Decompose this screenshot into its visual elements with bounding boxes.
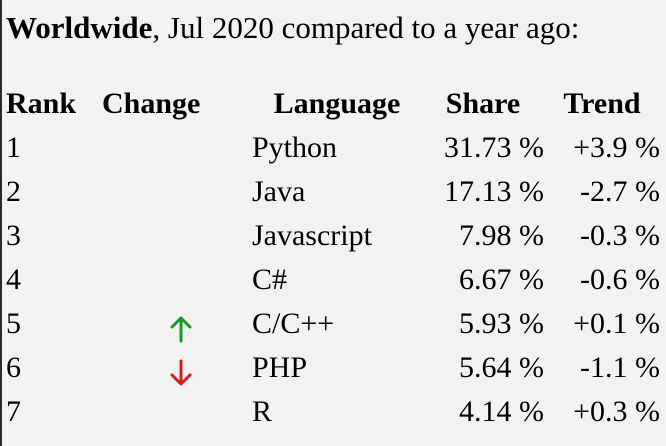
share-cell: 7.98 % — [459, 219, 544, 252]
trend-cell: -2.7 % — [580, 175, 660, 208]
share-cell: 5.93 % — [459, 307, 544, 340]
table-header-row: Rank Change Language Share Trend — [6, 82, 660, 126]
change-cell — [102, 346, 252, 390]
rank-cell: 5 — [6, 307, 21, 340]
page-heading: Worldwide, Jul 2020 compared to a year a… — [6, 10, 579, 46]
language-cell: Python — [252, 131, 338, 164]
trend-cell: +0.1 % — [573, 307, 660, 340]
change-cell — [102, 214, 252, 258]
trend-cell: +0.3 % — [573, 395, 660, 428]
trend-cell: -0.6 % — [580, 263, 660, 296]
share-cell: 5.64 % — [459, 351, 544, 384]
share-cell: 4.14 % — [459, 395, 544, 428]
heading-region: Worldwide — [6, 10, 153, 45]
change-cell — [102, 390, 252, 434]
language-cell: C# — [252, 263, 288, 296]
table-row: 5 C/C++ 5.93 % +0.1 % — [6, 302, 660, 346]
change-cell — [102, 126, 252, 170]
trend-cell: +3.9 % — [573, 131, 660, 164]
rank-cell: 4 — [6, 263, 21, 296]
trend-cell: -0.3 % — [580, 219, 660, 252]
trend-cell: -1.1 % — [580, 351, 660, 384]
language-cell: Java — [252, 175, 306, 208]
language-cell: C/C++ — [252, 307, 335, 340]
language-rank-table: Rank Change Language Share Trend 1 Python… — [6, 82, 660, 434]
rank-cell: 1 — [6, 131, 21, 164]
table-row: 7 R 4.14 % +0.3 % — [6, 390, 660, 434]
down-arrow-icon — [168, 356, 194, 386]
rank-cell: 2 — [6, 175, 21, 208]
table-row: 4 C# 6.67 % -0.6 % — [6, 258, 660, 302]
share-cell: 6.67 % — [459, 263, 544, 296]
up-arrow-icon — [168, 312, 194, 343]
change-cell — [102, 258, 252, 302]
table-row: 1 Python 31.73 % +3.9 % — [6, 126, 660, 170]
header-rank: Rank — [6, 87, 77, 120]
change-cell — [102, 302, 252, 346]
language-cell: Javascript — [252, 219, 372, 252]
header-change: Change — [102, 87, 201, 120]
rank-cell: 7 — [6, 395, 21, 428]
language-cell: PHP — [252, 351, 308, 384]
table-row: 6 PHP 5.64 % -1.1 % — [6, 346, 660, 390]
language-cell: R — [252, 395, 273, 428]
share-cell: 31.73 % — [444, 131, 544, 164]
rank-cell: 3 — [6, 219, 21, 252]
header-share: Share — [445, 87, 521, 120]
left-border — [0, 0, 2, 446]
share-cell: 17.13 % — [444, 175, 544, 208]
heading-period: , Jul 2020 compared to a year ago: — [152, 10, 580, 45]
rank-cell: 6 — [6, 351, 21, 384]
change-cell — [102, 170, 252, 214]
table-row: 3 Javascript 7.98 % -0.3 % — [6, 214, 660, 258]
table-row: 2 Java 17.13 % -2.7 % — [6, 170, 660, 214]
header-language: Language — [273, 87, 401, 120]
table-body: 1 Python 31.73 % +3.9 % 2 Java 17.13 % -2.7 % 3 J… — [6, 126, 660, 434]
header-trend: Trend — [563, 87, 641, 120]
